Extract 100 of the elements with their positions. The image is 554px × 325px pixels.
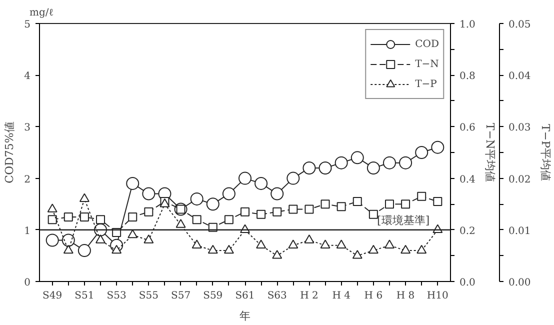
y3-axis-title: T−P平均値 <box>538 124 552 181</box>
point <box>256 210 266 219</box>
x-axis-title: 年 <box>240 310 250 322</box>
x-tick-label: S51 <box>74 290 94 302</box>
point <box>336 202 346 212</box>
y3-tick-label: 0.02 <box>508 174 531 186</box>
point <box>272 250 282 259</box>
x-tick-label: S63 <box>267 290 287 302</box>
point <box>78 244 91 258</box>
point <box>350 151 364 164</box>
point <box>96 234 106 244</box>
point <box>79 193 90 202</box>
point <box>272 207 282 216</box>
y3-tick-label: 0.05 <box>508 20 531 30</box>
point <box>401 200 410 209</box>
point <box>208 244 218 254</box>
legend-label: T−N <box>415 58 439 70</box>
y2-tick-label: 0.4 <box>460 174 476 186</box>
point <box>224 244 234 254</box>
y2-tick-label: 1.0 <box>460 20 476 30</box>
point <box>368 210 378 219</box>
point <box>334 156 348 170</box>
point <box>206 198 220 211</box>
x-tick-label: S57 <box>170 290 191 302</box>
point <box>192 215 202 224</box>
y2-tick-label: 0.2 <box>460 226 476 237</box>
x-tick-label: H 6 <box>364 290 383 302</box>
point <box>336 240 346 248</box>
point <box>286 172 300 185</box>
point <box>224 215 234 224</box>
y3-tick-label: 0.00 <box>508 278 531 288</box>
point <box>320 240 330 248</box>
point <box>368 244 378 254</box>
y-tick-label: 4 <box>24 71 31 82</box>
y-tick-label: 5 <box>24 20 31 30</box>
point <box>416 244 427 254</box>
point <box>318 161 332 174</box>
point <box>48 215 57 224</box>
point <box>222 187 236 200</box>
x-tick-label: S49 <box>42 290 62 302</box>
point <box>144 207 154 216</box>
point <box>352 197 362 206</box>
point <box>128 212 138 222</box>
point <box>64 212 73 222</box>
point <box>142 187 156 200</box>
x-tick-label: S61 <box>235 290 255 302</box>
point <box>192 240 202 248</box>
point <box>254 176 268 190</box>
point <box>47 204 58 212</box>
legend-label: T−P <box>415 78 437 90</box>
legend-label: COD <box>415 38 439 50</box>
point <box>415 146 428 159</box>
point <box>240 207 250 216</box>
y2-tick-label: 0.0 <box>460 278 476 288</box>
point <box>96 215 106 224</box>
point <box>302 161 316 174</box>
y-tick-label: 1 <box>24 226 31 237</box>
point <box>288 204 298 214</box>
ref-line-label: [環境基準] <box>377 214 430 227</box>
point <box>288 240 298 248</box>
y2-tick-label: 0.6 <box>460 122 476 134</box>
y-tick-label: 0 <box>24 278 31 288</box>
point <box>399 156 412 170</box>
point <box>112 244 122 254</box>
point <box>304 234 314 244</box>
y-tick-label: 2 <box>24 174 31 186</box>
point <box>144 234 154 244</box>
point <box>320 200 330 209</box>
y3-tick-label: 0.03 <box>508 122 531 134</box>
point <box>176 219 186 228</box>
text: mg/ℓ <box>30 8 54 18</box>
point <box>384 200 394 209</box>
point <box>384 240 394 248</box>
point <box>238 172 252 185</box>
point <box>190 192 204 206</box>
point <box>63 244 74 254</box>
point <box>80 212 89 222</box>
point <box>433 197 442 206</box>
x-tick-label: S59 <box>203 290 223 302</box>
point <box>382 156 396 170</box>
y2-axis-title: T−N平均値 <box>483 122 496 182</box>
point <box>46 234 59 247</box>
x-tick-label: S53 <box>106 290 126 302</box>
point <box>256 240 266 248</box>
y3-tick-label: 0.04 <box>508 71 531 82</box>
x-tick-label: H 4 <box>332 290 350 302</box>
x-tick-label: H10 <box>426 290 448 302</box>
x-tick-label: H 2 <box>300 290 318 302</box>
point <box>417 192 426 201</box>
y2-tick-label: 0.8 <box>460 71 476 82</box>
y-tick-label: 3 <box>24 122 31 134</box>
point <box>352 250 362 259</box>
point <box>128 229 138 238</box>
point <box>62 234 75 247</box>
point <box>431 140 444 154</box>
y3-tick-label: 0.01 <box>508 226 531 237</box>
point <box>126 176 140 190</box>
point <box>400 244 411 254</box>
point <box>304 204 314 214</box>
point <box>366 161 380 174</box>
